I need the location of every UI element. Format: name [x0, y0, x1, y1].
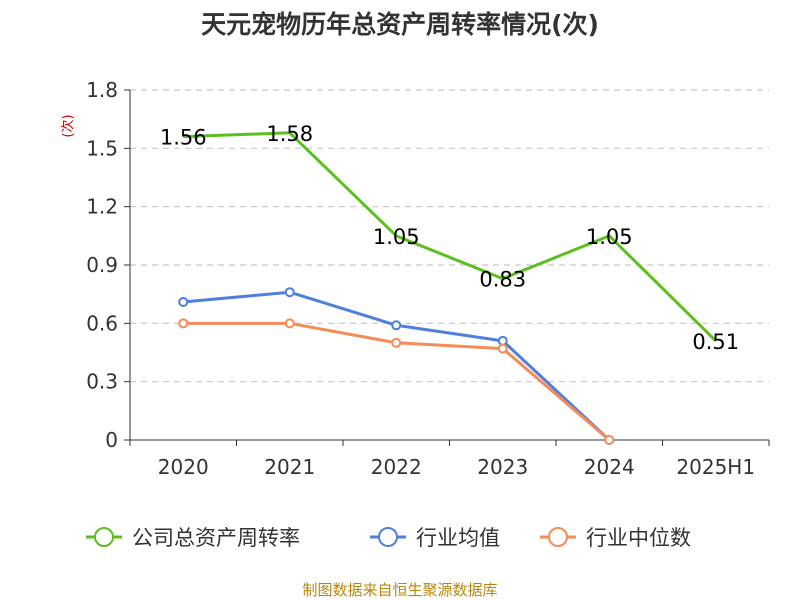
data-label: 0.83 — [479, 268, 526, 292]
legend-label: 行业中位数 — [586, 526, 691, 550]
legend-label: 公司总资产周转率 — [132, 526, 300, 550]
x-tick-label: 2023 — [477, 455, 528, 479]
axes: 0 0.3 0.6 0.9 1.2 1.5 1.8 2020 2021 2022 2023 2024 2… — [86, 78, 770, 479]
y-tick-label: 0.9 — [86, 253, 118, 277]
y-tick-label: 0.3 — [86, 370, 118, 394]
data-point — [284, 287, 295, 298]
legend-marker — [94, 527, 114, 547]
data-point — [178, 318, 189, 329]
y-tick-label: 1.5 — [86, 136, 118, 160]
x-tick-label: 2020 — [158, 455, 209, 479]
data-label: 0.51 — [692, 330, 739, 354]
data-point — [284, 318, 295, 329]
data-labels: 1.56 1.58 1.05 0.83 1.05 0.51 — [160, 122, 739, 354]
data-point — [178, 296, 189, 307]
y-tick-label: 1.2 — [86, 195, 118, 219]
series-line — [183, 290, 611, 442]
series-lines — [178, 131, 717, 445]
data-source-note: 制图数据来自恒生聚源数据库 — [302, 581, 497, 599]
legend-marker — [378, 527, 398, 547]
data-point — [497, 343, 508, 354]
data-point — [604, 435, 615, 445]
y-tick-label: 0.6 — [86, 311, 118, 335]
x-tick-label: 2022 — [371, 455, 422, 479]
data-point — [391, 320, 402, 331]
data-label: 1.56 — [160, 126, 207, 150]
chart-title: 天元宠物历年总资产周转率情况(次) — [201, 10, 599, 39]
legend-marker — [548, 527, 568, 547]
legend: 公司总资产周转率 行业均值 行业中位数 — [86, 526, 691, 550]
data-label: 1.05 — [373, 225, 420, 249]
y-axis-label: (次) — [60, 114, 76, 137]
y-tick-label: 1.8 — [86, 78, 118, 102]
x-tick-label: 2025H1 — [676, 455, 755, 479]
legend-label: 行业均值 — [416, 526, 500, 550]
series-line — [183, 131, 717, 342]
data-label: 1.58 — [266, 122, 313, 146]
data-point — [391, 337, 402, 348]
x-tick-label: 2024 — [584, 455, 635, 479]
x-tick-label: 2021 — [264, 455, 315, 479]
y-tick-label: 0 — [105, 428, 118, 452]
grid-lines — [130, 89, 769, 383]
data-label: 1.05 — [586, 225, 633, 249]
